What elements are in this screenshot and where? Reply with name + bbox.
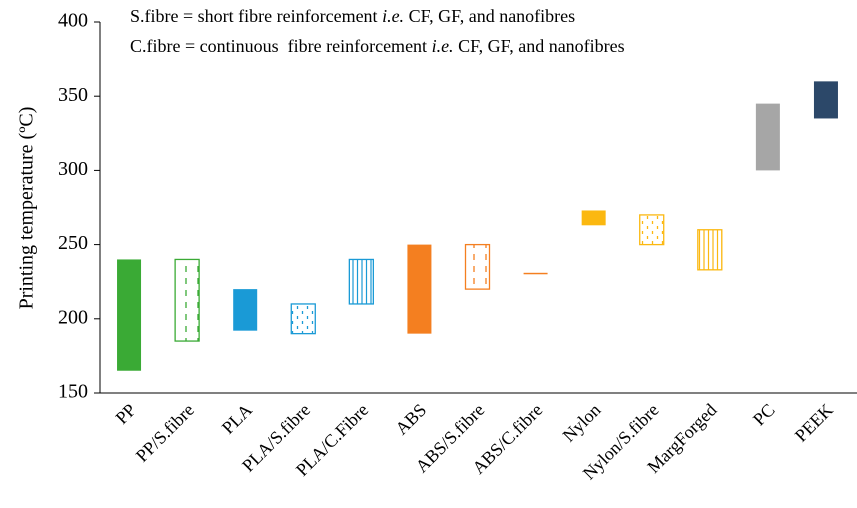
y-tick-label: 250 bbox=[58, 232, 88, 254]
annotation: C.fibre = continuous fibre reinforcement… bbox=[130, 36, 625, 56]
bar bbox=[290, 303, 316, 335]
annotation-part: CF, GF, and nanofibres bbox=[454, 36, 625, 56]
y-tick-label: 350 bbox=[58, 84, 88, 106]
annotation-part: C.fibre = continuous fibre reinforcement bbox=[130, 36, 432, 56]
y-tick-label: 150 bbox=[58, 381, 88, 403]
bar bbox=[348, 258, 374, 305]
y-axis-label: Printing temperature (ºC) bbox=[16, 107, 38, 310]
bar bbox=[233, 289, 258, 331]
y-tick-label: 400 bbox=[58, 10, 88, 32]
annotation-part: S.fibre = short fibre reinforcement bbox=[130, 6, 382, 26]
annotation-part: i.e. bbox=[382, 6, 404, 26]
annotation-part: CF, GF, and nanofibres bbox=[404, 6, 575, 26]
bar bbox=[813, 81, 838, 119]
x-tick-label: PC bbox=[749, 400, 779, 430]
x-tick-label: PP bbox=[112, 400, 140, 428]
x-tick-label: Nylon bbox=[559, 400, 605, 446]
x-tick-label: PP/S.fibre bbox=[132, 400, 198, 466]
y-tick-label: 200 bbox=[58, 306, 88, 328]
x-tick-label: PLA bbox=[218, 400, 256, 438]
bar bbox=[755, 103, 780, 171]
x-tick-label: PEEK bbox=[791, 400, 837, 446]
bar bbox=[117, 259, 142, 371]
x-tick-label: ABS bbox=[391, 400, 430, 439]
bar bbox=[407, 244, 432, 334]
bar bbox=[697, 229, 723, 271]
bar bbox=[174, 258, 200, 342]
bar bbox=[464, 243, 491, 290]
y-tick-label: 300 bbox=[58, 158, 88, 180]
bar bbox=[639, 214, 665, 246]
bar bbox=[523, 272, 548, 275]
annotation-part: i.e. bbox=[432, 36, 454, 56]
annotation: S.fibre = short fibre reinforcement i.e.… bbox=[130, 6, 575, 26]
bar bbox=[581, 210, 606, 226]
